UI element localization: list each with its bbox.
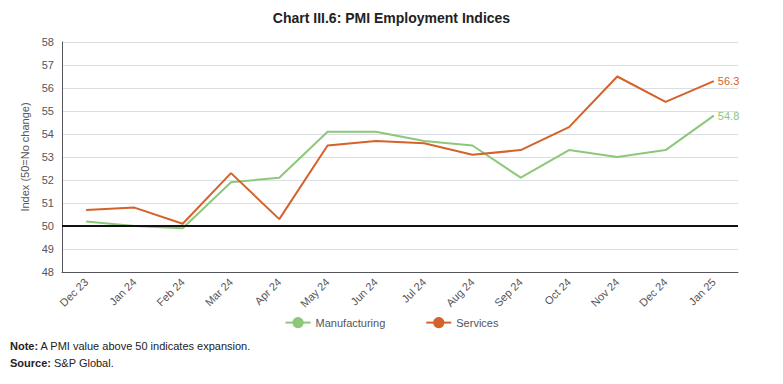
svg-text:56: 56 bbox=[42, 82, 54, 94]
svg-text:56.3: 56.3 bbox=[718, 75, 739, 87]
svg-text:Jan 24: Jan 24 bbox=[107, 276, 139, 308]
svg-text:Aug 24: Aug 24 bbox=[444, 276, 477, 309]
svg-text:Dec 24: Dec 24 bbox=[637, 276, 670, 309]
svg-text:48: 48 bbox=[42, 266, 54, 278]
svg-text:A PMI value above 50 indicates: A PMI value above 50 indicates expansion… bbox=[38, 340, 250, 352]
svg-text:54.8: 54.8 bbox=[718, 110, 739, 122]
svg-text:Feb 24: Feb 24 bbox=[154, 276, 187, 309]
svg-text:S&P Global.: S&P Global. bbox=[51, 357, 114, 369]
svg-text:Manufacturing: Manufacturing bbox=[316, 317, 386, 329]
svg-text:Apr 24: Apr 24 bbox=[252, 276, 283, 307]
svg-text:53: 53 bbox=[42, 151, 54, 163]
svg-text:May 24: May 24 bbox=[298, 276, 332, 310]
svg-text:49: 49 bbox=[42, 243, 54, 255]
svg-text:Nov 24: Nov 24 bbox=[588, 276, 621, 309]
svg-text:57: 57 bbox=[42, 59, 54, 71]
svg-text:Index (50=No change): Index (50=No change) bbox=[19, 102, 31, 211]
svg-text:Jul 24: Jul 24 bbox=[399, 276, 428, 305]
svg-text:51: 51 bbox=[42, 197, 54, 209]
svg-text:54: 54 bbox=[42, 128, 54, 140]
svg-text:55: 55 bbox=[42, 105, 54, 117]
svg-text:Note:: Note: bbox=[10, 340, 38, 352]
svg-text:52: 52 bbox=[42, 174, 54, 186]
svg-text:Oct 24: Oct 24 bbox=[542, 276, 573, 307]
svg-text:50: 50 bbox=[42, 220, 54, 232]
svg-text:Sep 24: Sep 24 bbox=[492, 276, 525, 309]
svg-text:Services: Services bbox=[456, 317, 499, 329]
svg-text:Source:: Source: bbox=[10, 357, 51, 369]
svg-text:Jan 25: Jan 25 bbox=[686, 276, 718, 308]
svg-text:58: 58 bbox=[42, 36, 54, 48]
svg-text:Jun 24: Jun 24 bbox=[348, 276, 380, 308]
svg-text:Mar 24: Mar 24 bbox=[203, 276, 236, 309]
svg-text:Dec 23: Dec 23 bbox=[57, 276, 90, 309]
svg-text:Chart III.6: PMI Employment In: Chart III.6: PMI Employment Indices bbox=[273, 10, 510, 26]
